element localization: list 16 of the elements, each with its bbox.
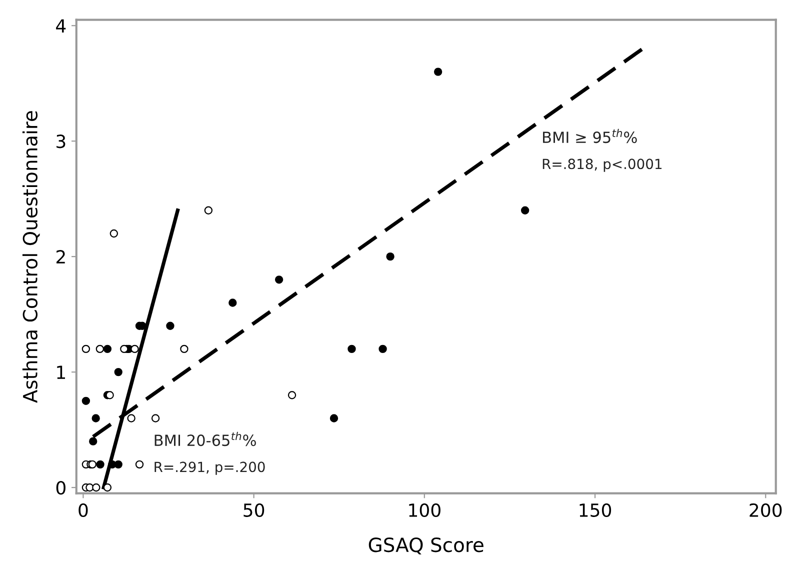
y-tick-label: 1 [57,366,65,379]
x-tick-label: 200 [750,503,782,517]
x-tick-label: 50 [244,503,264,517]
annotation: BMI ≥ 95$^{th}$% [543,128,637,144]
x-tick-label: 100 [409,503,440,517]
x-axis-title: GSAQ Score [368,537,484,554]
y-tick-label: 0 [56,480,66,495]
x-tick-label: 0 [78,503,88,517]
y-tick-label: 4 [56,19,66,32]
y-tick-label: 2 [56,250,65,264]
y-axis-title: Asthma Control Questionnaire [22,111,40,403]
annotation: R=.818, p<.0001 [542,158,662,172]
y-tick-label: 3 [56,134,66,148]
annotation: BMI 20-65$^{th}$% [154,432,256,446]
x-tick-label: 150 [580,503,612,517]
annotation: R=.291, p=.200 [154,462,265,475]
